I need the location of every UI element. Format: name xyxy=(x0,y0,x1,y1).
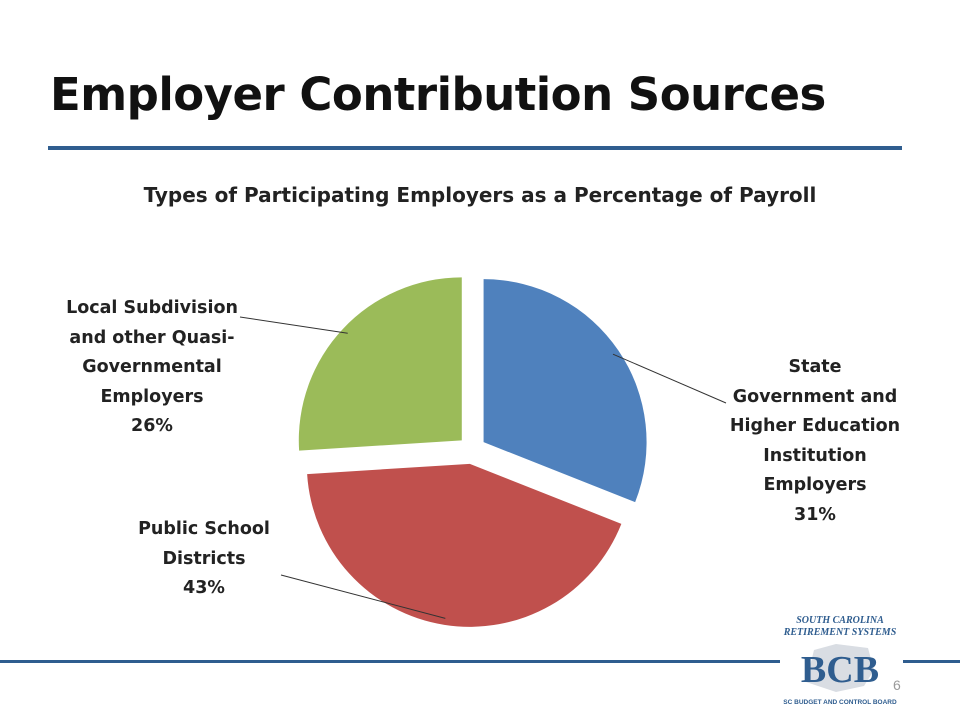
slice-label-line: Employers xyxy=(100,386,204,407)
slide-title: Employer Contribution Sources xyxy=(50,68,826,121)
slice-label-line: Districts xyxy=(162,548,246,569)
logo-mark: BCB xyxy=(801,649,879,691)
slice-label-line: State xyxy=(788,357,842,377)
logo-tagline: SC BUDGET AND CONTROL BOARD xyxy=(783,699,897,706)
slice-label-line: Institution xyxy=(763,445,867,466)
slice-value-label: 43% xyxy=(183,578,225,598)
slice-label-line: and other Quasi- xyxy=(69,327,235,348)
chart-title: Types of Participating Employers as a Pe… xyxy=(143,183,817,207)
logo-line2: RETIREMENT SYSTEMS xyxy=(783,627,897,638)
pie-slice-local xyxy=(298,277,462,451)
slice-label-line: Local Subdivision xyxy=(66,298,238,318)
leader-line-state xyxy=(612,353,727,404)
title-divider xyxy=(48,146,902,150)
slice-label-state: State Government and Higher Education In… xyxy=(715,353,915,530)
slice-label-line: Higher Education xyxy=(729,416,901,436)
retirement-systems-logo: SOUTH CAROLINA RETIREMENT SYSTEMS BCB SC… xyxy=(783,615,897,706)
footer-divider-right xyxy=(903,660,960,663)
slice-label-line: Government and xyxy=(732,386,898,407)
slice-label-local: Local Subdivision and other Quasi- Gover… xyxy=(52,294,252,442)
logo-line1: SOUTH CAROLINA xyxy=(796,615,884,626)
slice-label-line: Governmental xyxy=(82,357,222,377)
logo-state-outline xyxy=(806,644,874,692)
slice-label-line: Employers xyxy=(763,475,867,495)
slice-label-line: Public School xyxy=(138,519,270,539)
pie-slice-state xyxy=(483,279,647,503)
slice-label-school: Public School Districts 43% xyxy=(104,515,304,604)
page-number: 6 xyxy=(893,677,901,693)
pie-slice-school xyxy=(307,463,622,627)
leader-line-local xyxy=(239,316,348,334)
slice-value-label: 26% xyxy=(131,416,173,436)
footer-divider xyxy=(0,660,780,663)
leader-line-school xyxy=(280,574,446,619)
slice-value-label: 31% xyxy=(794,504,836,525)
